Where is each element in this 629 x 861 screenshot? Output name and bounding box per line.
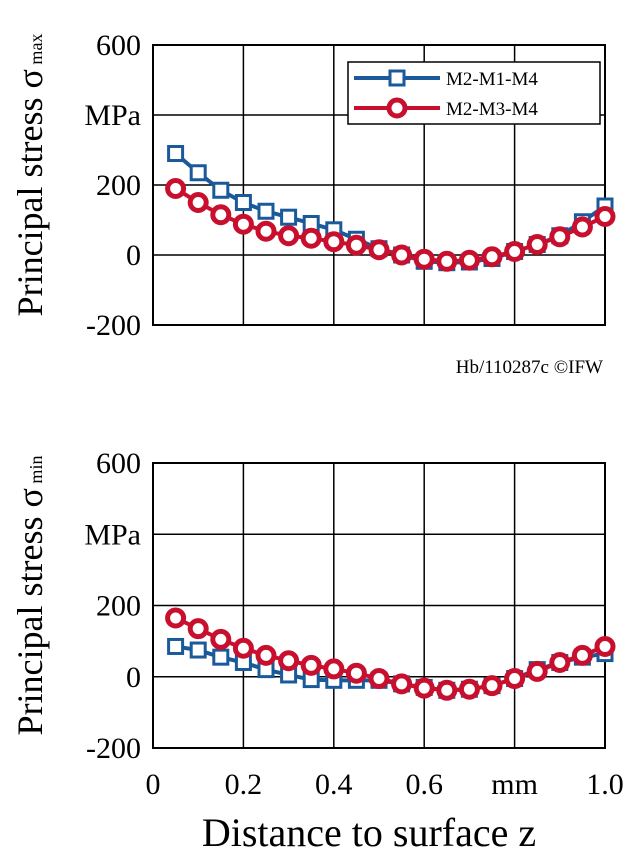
data-point (189, 164, 207, 182)
data-point (391, 673, 413, 695)
series-M2-M3-M4 (165, 607, 616, 701)
y-tick-label: 0 (126, 239, 141, 272)
data-point (323, 658, 345, 680)
data-point (549, 226, 571, 248)
data-point (255, 220, 277, 242)
legend-label: M2-M1-M4 (446, 69, 538, 90)
y-tick-label: -200 (86, 309, 141, 342)
y-tick-label: 0 (126, 661, 141, 694)
y-tick-label: 200 (96, 169, 141, 202)
data-point (504, 668, 526, 690)
data-point (368, 239, 390, 261)
data-point (165, 178, 187, 199)
data-point (368, 668, 390, 690)
legend-label: M2-M3-M4 (446, 99, 538, 120)
data-point (232, 213, 254, 235)
data-point (300, 654, 322, 676)
y-tick-label: 600 (96, 29, 141, 62)
data-point (212, 181, 230, 199)
data-point (255, 644, 277, 666)
y-tick-label: -200 (86, 732, 141, 765)
x-unit-label: mm (491, 768, 538, 801)
x-tick-label: 1.0 (586, 768, 624, 801)
data-point (458, 678, 480, 700)
x-axis-label: Distance to surface z (202, 810, 536, 855)
data-point (300, 227, 322, 249)
x-tick-label: 0 (146, 768, 161, 801)
data-point (526, 234, 548, 255)
legend-marker (388, 69, 406, 87)
data-point (458, 249, 480, 271)
credit-label: Hb/110287c ©IFW (456, 357, 603, 378)
data-point (210, 628, 232, 650)
data-point (481, 246, 503, 268)
y-axis-label-sub: max (26, 34, 46, 70)
data-point (187, 192, 209, 213)
data-point (257, 202, 275, 220)
data-point (167, 145, 185, 162)
y-axis-label: Principal stress σ min (10, 456, 50, 736)
data-point (280, 208, 298, 226)
data-point (436, 250, 458, 272)
x-tick-label: 0.2 (225, 768, 263, 801)
data-point (189, 641, 207, 659)
data-point (234, 194, 252, 211)
data-point (165, 607, 187, 629)
data-point (323, 231, 345, 253)
data-point (187, 618, 209, 640)
data-point (232, 637, 254, 659)
y-unit-label: MPa (84, 518, 141, 551)
data-point (436, 679, 458, 701)
plot-frame (152, 44, 606, 326)
data-point (481, 675, 503, 697)
data-point (212, 648, 230, 666)
y-tick-label: 600 (96, 447, 141, 480)
data-point (167, 637, 185, 655)
data-point (345, 234, 367, 256)
data-point (391, 244, 413, 266)
data-point (594, 635, 616, 657)
series-M2-M3-M4 (165, 178, 616, 272)
y-unit-label: MPa (84, 99, 141, 132)
legend: M2-M1-M4 M2-M3-M4 (347, 61, 601, 125)
data-point (278, 650, 300, 672)
y-tick-label: 200 (96, 590, 141, 623)
data-point (504, 241, 526, 262)
x-tick-label: 0.4 (315, 768, 353, 801)
data-point (571, 644, 593, 666)
y-axis-label-sub: min (26, 456, 46, 489)
data-point (345, 662, 367, 684)
y-axis-label-main: Principal stress σ (10, 488, 50, 735)
data-point (571, 216, 593, 238)
data-point (594, 206, 616, 227)
y-axis-label-main: Principal stress σ (10, 69, 50, 316)
data-point (210, 204, 232, 226)
data-point (278, 225, 300, 247)
data-point (413, 248, 435, 270)
chart-panel-1: 600 200 0 -200 MPa Principal stress σ max M2-M… (10, 29, 616, 342)
y-axis-label: Principal stress σ max (10, 34, 50, 317)
legend-marker (386, 97, 408, 119)
data-point (413, 677, 435, 699)
x-tick-label: 0.6 (405, 768, 443, 801)
data-point (549, 652, 571, 673)
plot-frame (152, 462, 606, 749)
data-point (526, 660, 548, 682)
